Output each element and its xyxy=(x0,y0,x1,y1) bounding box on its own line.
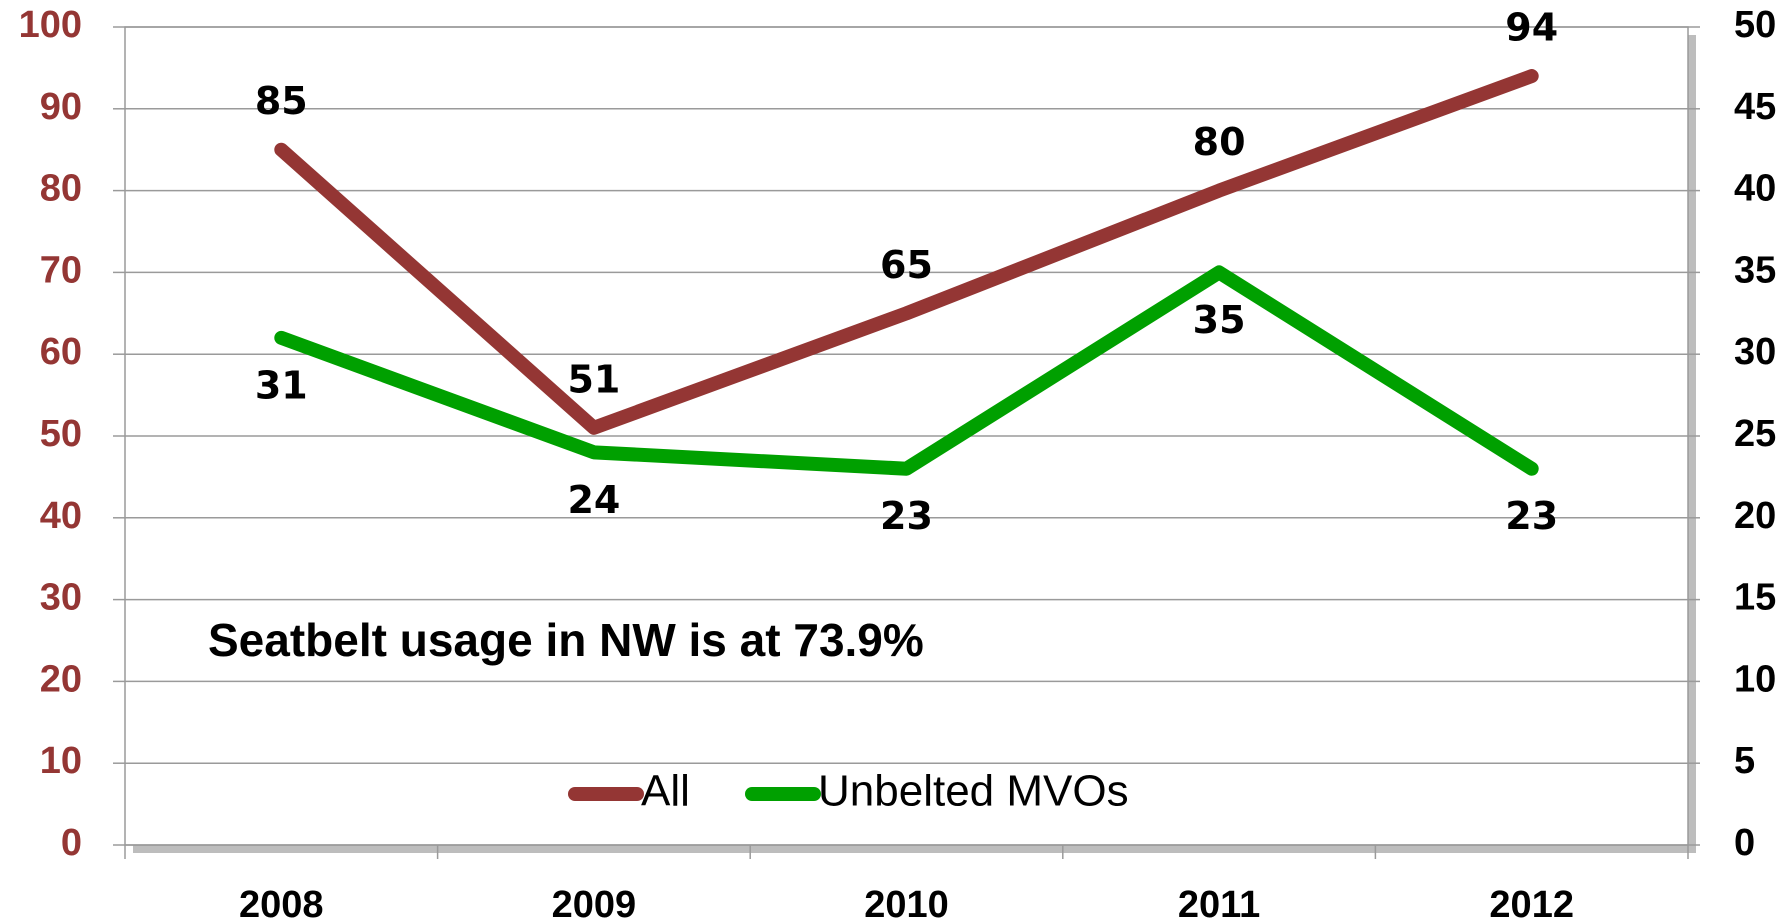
y2-tick-label: 30 xyxy=(1734,331,1776,373)
y-tick-label: 50 xyxy=(40,413,82,455)
x-tick-label: 2012 xyxy=(1489,884,1574,924)
y-tick-label: 70 xyxy=(40,249,82,291)
data-label: 24 xyxy=(567,478,620,522)
y-tick-label: 10 xyxy=(40,740,82,782)
x-tick-label: 2011 xyxy=(1178,884,1260,924)
y-tick-label: 40 xyxy=(40,495,82,537)
y2-tick-label: 45 xyxy=(1734,86,1776,128)
annotation: Seatbelt usage in NW is at 73.9% xyxy=(208,614,924,666)
line-series xyxy=(274,265,1539,476)
y-tick-label: 20 xyxy=(40,658,82,700)
y-tick-label: 0 xyxy=(61,822,82,864)
y2-tick-label: 5 xyxy=(1734,740,1755,782)
y2-tick-label: 50 xyxy=(1734,4,1776,46)
y2-tick-label: 35 xyxy=(1734,249,1776,291)
y-tick-label: 100 xyxy=(19,4,82,46)
legend-label: Unbelted MVOs xyxy=(818,767,1129,816)
data-label: 65 xyxy=(880,243,933,287)
y2-tick-label: 25 xyxy=(1734,413,1776,455)
data-label: 80 xyxy=(1193,120,1246,164)
x-tick-label: 2008 xyxy=(239,884,324,924)
x-tick-label: 2009 xyxy=(552,884,637,924)
y-tick-label: 80 xyxy=(40,168,82,210)
y2-tick-label: 10 xyxy=(1734,658,1776,700)
y2-tick-label: 15 xyxy=(1734,577,1776,619)
data-label: 35 xyxy=(1193,298,1246,342)
data-label: 23 xyxy=(880,494,933,538)
line-series xyxy=(274,69,1539,435)
data-label: 85 xyxy=(255,79,308,123)
y2-tick-label: 0 xyxy=(1734,822,1755,864)
data-label: 51 xyxy=(567,357,620,401)
y2-tick-label: 40 xyxy=(1734,168,1776,210)
legend-label: All xyxy=(641,767,690,816)
y-tick-label: 30 xyxy=(40,577,82,619)
y-tick-label: 90 xyxy=(40,86,82,128)
y2-tick-label: 20 xyxy=(1734,495,1776,537)
data-label: 23 xyxy=(1505,494,1558,538)
data-label: 94 xyxy=(1505,6,1558,50)
x-tick-label: 2010 xyxy=(864,884,949,924)
y-tick-label: 60 xyxy=(40,331,82,373)
data-label: 31 xyxy=(255,363,308,407)
